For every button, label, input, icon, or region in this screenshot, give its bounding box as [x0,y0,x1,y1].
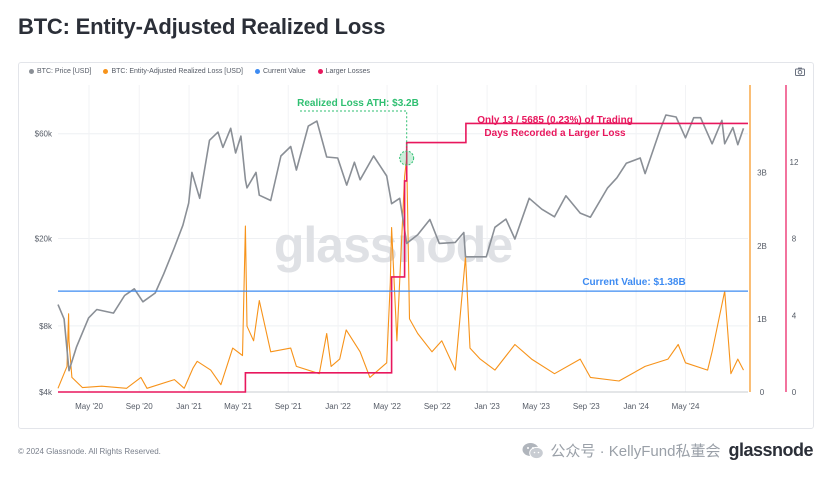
loss-tick-label-1: 1B [757,315,767,324]
larger-losses-label-line-1: Days Recorded a Larger Loss [484,128,626,139]
price-tick-label-3: $60k [35,130,53,139]
price-tick-label-1: $8k [39,322,53,331]
legend-swatch-larger [317,69,323,74]
x-tick-label-2: Jan '21 [176,402,202,411]
x-tick-label-5: Jan '22 [325,402,351,411]
legend-item-current[interactable]: Current Value [254,68,306,75]
legend-label-price: BTC: Price [USD] [37,68,92,75]
ath-leader-line [300,110,408,150]
loss-tick-label-3: 3B [757,169,767,178]
copyright-footer: © 2024 Glassnode. All Rights Reserved. [18,447,161,456]
price-tick-label-0: $4k [39,388,53,397]
x-tick-label-1: Sep '20 [126,402,153,411]
x-tick-label-7: Sep '22 [424,402,451,411]
camera-icon[interactable] [795,67,805,76]
page-title: BTC: Entity-Adjusted Realized Loss [18,14,386,39]
legend-label-current: Current Value [262,68,306,75]
wechat-caption-text: 公众号 · KellyFund私董会 [550,443,721,460]
x-tick-label-8: Jan '23 [474,402,500,411]
wechat-icon [522,442,545,459]
wechat-caption: 公众号 · KellyFund私董会 [522,440,720,461]
x-tick-label-11: Jan '24 [623,402,649,411]
x-tick-label-6: May '22 [373,402,401,411]
current-value-label: Current Value: $1.38B [582,277,685,288]
series-line-larger-losses [58,122,748,393]
series-line-btc-price [57,114,745,372]
legend-label-loss: BTC: Entity-Adjusted Realized Loss [USD] [111,68,243,75]
ath-marker [399,150,415,166]
x-tick-label-9: May '23 [522,402,550,411]
brand-area: 公众号 · KellyFund私董会 glassnode [522,440,813,461]
loss-tick-label-0: 0 [760,388,765,397]
legend-item-loss[interactable]: BTC: Entity-Adjusted Realized Loss [USD] [103,68,243,75]
legend-label-larger: Larger Losses [325,68,370,75]
count-tick-label-1: 4 [792,311,797,320]
ath-label: Realized Loss ATH: $3.2B [297,98,419,109]
x-tick-label-10: Sep '23 [573,402,600,411]
glassnode-logo: glassnode [728,440,813,460]
x-tick-label-12: May '24 [672,402,700,411]
loss-tick-label-2: 2B [757,242,767,251]
x-tick-label-4: Sep '21 [275,402,302,411]
chart-legend: BTC: Price [USD] BTC: Entity-Adjusted Re… [29,68,370,75]
count-tick-label-2: 8 [792,235,797,244]
legend-swatch-current [254,69,260,74]
count-tick-label-3: 12 [790,158,799,167]
price-tick-label-2: $20k [35,235,53,244]
legend-item-price[interactable]: BTC: Price [USD] [29,68,91,75]
legend-swatch-loss [103,69,109,74]
larger-losses-label-line-0: Only 13 / 5685 (0.23%) of Trading [477,115,633,126]
legend-item-larger[interactable]: Larger Losses [317,68,370,75]
legend-swatch-price [29,69,34,74]
count-tick-label-0: 0 [792,388,797,397]
x-tick-label-3: May '21 [224,402,252,411]
x-tick-label-0: May '20 [75,402,103,411]
series-line-realized-loss [57,157,744,389]
